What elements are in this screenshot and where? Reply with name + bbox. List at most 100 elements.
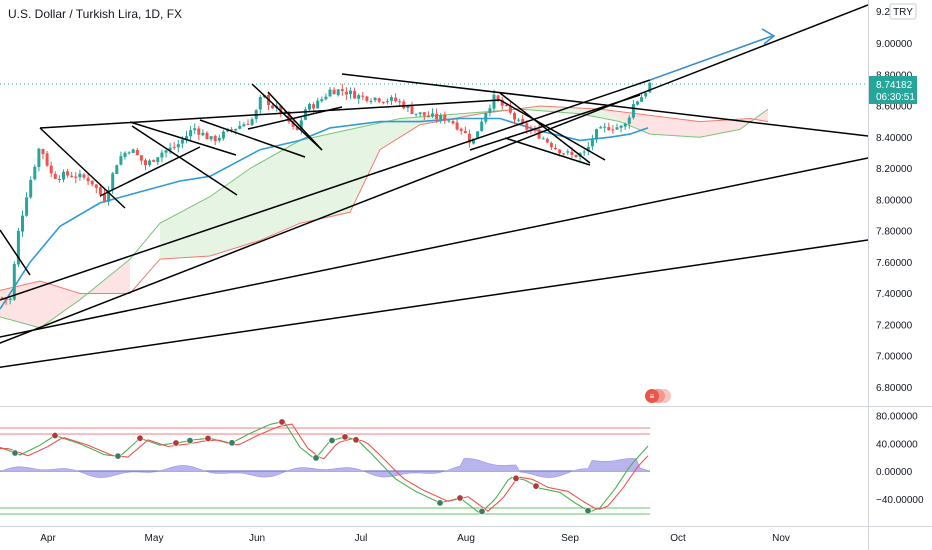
candle-body [459, 128, 463, 131]
time-axis[interactable]: Apr May Jun Jul Aug Sep Oct Nov [40, 533, 790, 544]
osc-cross-dot [204, 434, 212, 442]
candle-body [398, 101, 402, 103]
chart-title: U.S. Dollar / Turkish Lira, 1D, FX [8, 7, 183, 21]
candle-body [70, 175, 74, 177]
candle-body [476, 131, 480, 138]
candle-body [439, 115, 443, 120]
price-tick-label: 7.20000 [876, 320, 913, 331]
price-tick-label: 9.00000 [876, 39, 913, 50]
candle-body [590, 138, 594, 147]
candle-body [123, 152, 127, 157]
candle-body [603, 126, 607, 128]
price-tick-label: 8.80000 [876, 70, 913, 81]
candle-body [410, 106, 414, 114]
main-pane: ≡ [0, 4, 868, 403]
candle-body [291, 121, 295, 127]
candle-body [287, 111, 291, 122]
price-axis[interactable]: 9.00000 8.80000 8.60000 8.40000 8.20000 8.000… [876, 39, 913, 394]
candle-body [377, 98, 381, 102]
trendline[interactable] [499, 92, 591, 164]
trendline[interactable] [99, 146, 201, 197]
last-price-value: 8.74182 [876, 80, 913, 91]
trendline[interactable] [499, 99, 606, 161]
candle-body [599, 127, 603, 129]
candle-body [488, 108, 492, 113]
time-tick-label: Aug [457, 533, 475, 544]
candle-body [53, 173, 57, 179]
candle-body [517, 119, 521, 121]
candle-body [463, 131, 467, 133]
candle-body [176, 144, 180, 148]
price-tick-label: 7.80000 [876, 227, 913, 238]
candle-body [185, 136, 188, 141]
senkou-span-b [0, 105, 769, 294]
time-tick-label: Nov [772, 533, 790, 544]
candle-body [16, 230, 20, 265]
candle-body [308, 103, 311, 110]
time-tick-label: Sep [561, 533, 579, 544]
osc-cross-dot [278, 418, 286, 426]
trendline[interactable] [267, 91, 323, 151]
trendline[interactable] [0, 79, 651, 301]
candle-body [426, 115, 430, 117]
time-tick-label: Jul [355, 533, 368, 544]
price-tick-label: 7.40000 [876, 289, 913, 300]
trendline[interactable] [0, 4, 868, 345]
trendline[interactable] [39, 127, 126, 209]
price-tick-label: 8.40000 [876, 133, 913, 144]
candle-body [119, 156, 123, 165]
candle-body [422, 112, 426, 116]
trendline[interactable] [469, 94, 641, 151]
candle-body [447, 120, 451, 122]
candle-body [582, 151, 586, 153]
candle-body [353, 90, 357, 99]
trendline[interactable] [39, 99, 501, 129]
candle-body [615, 127, 619, 130]
trendline[interactable] [504, 137, 591, 166]
candle-body [246, 123, 250, 125]
time-tick-label: May [145, 533, 164, 544]
price-tick-label: 6.80000 [876, 383, 913, 394]
osc-axis[interactable]: 80.00000 40.00000 0.00000 −40.00000 [876, 412, 924, 506]
candle-body [168, 147, 172, 151]
candle-body [111, 173, 115, 190]
candle-body [271, 105, 275, 109]
price-tick-label: 8.60000 [876, 102, 913, 113]
candle-body [217, 137, 221, 141]
candle-body [295, 126, 299, 130]
candle-body [373, 97, 377, 101]
trendline[interactable] [251, 83, 323, 151]
svg-text:≡: ≡ [650, 392, 655, 401]
candle-body [320, 99, 324, 102]
last-price-tag [869, 76, 917, 104]
candle-body [82, 174, 86, 178]
candle-body [139, 155, 143, 161]
trendline[interactable] [341, 73, 868, 137]
trendline[interactable] [131, 125, 238, 196]
candle-body [221, 131, 225, 139]
candle-body [369, 101, 373, 102]
candle-body [4, 297, 8, 300]
trendline[interactable] [247, 106, 343, 130]
candle-body [66, 171, 70, 176]
candle-body [12, 264, 16, 300]
events-icon[interactable]: ≡ [645, 389, 671, 403]
candle-body [623, 123, 627, 127]
osc-cross-dot [312, 454, 320, 462]
candle-body [180, 139, 184, 144]
trendline[interactable] [199, 119, 306, 158]
oscillator-pane [0, 418, 651, 515]
trendline[interactable] [129, 121, 237, 156]
candle-body [648, 82, 652, 93]
currency-badge[interactable] [889, 3, 917, 20]
osc-cross-dot [584, 507, 592, 515]
candle-body [513, 113, 516, 120]
projection-arrow-head [761, 28, 776, 45]
candle-body [607, 127, 611, 130]
candle-body [406, 105, 410, 109]
candle-body [172, 146, 176, 148]
trendline[interactable] [0, 229, 31, 276]
trendline[interactable] [0, 157, 868, 338]
trendline[interactable] [0, 239, 868, 369]
